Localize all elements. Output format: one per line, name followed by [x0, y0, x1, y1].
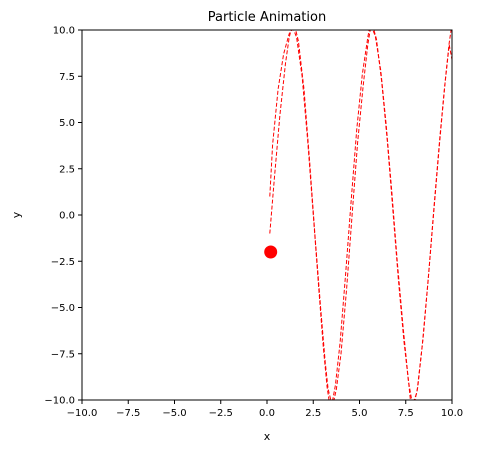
y-tick-label: 7.5 [59, 72, 75, 83]
y-tick-label: 5.0 [59, 118, 75, 129]
x-tick-label: −7.5 [116, 408, 140, 419]
trail-line-2 [269, 30, 452, 400]
y-axis-label: y [10, 211, 23, 218]
chart-title: Particle Animation [208, 10, 326, 25]
x-tick-label: −10.0 [67, 408, 98, 419]
x-tick-label: 10.0 [441, 408, 463, 419]
x-tick-label: 2.5 [305, 408, 321, 419]
trail-line-1 [269, 30, 452, 400]
y-tick-label: −7.5 [51, 349, 75, 360]
plot-layer [264, 30, 452, 400]
x-tick-label: 5.0 [352, 408, 368, 419]
particle-marker [264, 245, 278, 259]
y-tick-label: 10.0 [53, 26, 75, 37]
x-tick-label: −5.0 [162, 408, 186, 419]
x-tick-label: −2.5 [209, 408, 233, 419]
x-tick-label: 7.5 [398, 408, 414, 419]
plot-frame [81, 29, 453, 401]
ticks-layer: −10.0 −7.5 −5.0 −2.5 0.0 2.5 5.0 7.5 10.0 10.0 7.5… [44, 26, 463, 420]
y-tick-label: 2.5 [59, 164, 75, 175]
x-axis-label: x [264, 430, 271, 443]
y-tick-label: 0.0 [59, 211, 75, 222]
y-tick-label: −2.5 [51, 257, 75, 268]
y-tick-label: −5.0 [51, 303, 75, 314]
y-tick-label: −10.0 [44, 396, 75, 407]
x-tick-label: 0.0 [259, 408, 275, 419]
